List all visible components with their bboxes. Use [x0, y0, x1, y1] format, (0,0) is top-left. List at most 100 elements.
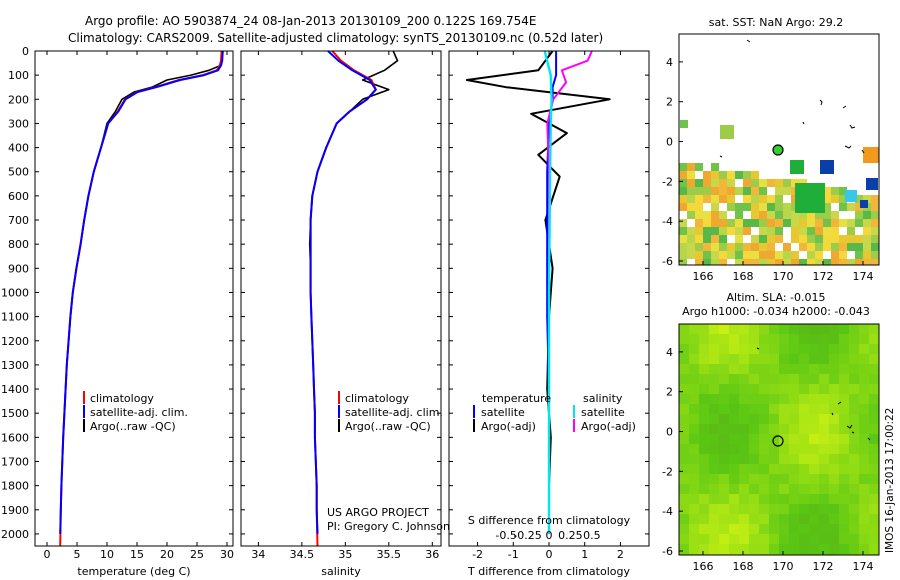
sla-cell — [789, 394, 799, 404]
sla-cell — [759, 484, 769, 494]
salinity-difference-tick-label: 0.5 — [583, 529, 601, 542]
sla-cell — [859, 354, 869, 364]
sla-cell — [739, 374, 749, 384]
temperature-tick-label: 5 — [74, 548, 81, 561]
sla-cell — [729, 344, 739, 354]
sla-cell — [839, 364, 849, 374]
sla-cell — [719, 514, 729, 524]
sst-ytick-label: 4 — [666, 56, 673, 69]
sst-cell — [839, 259, 847, 265]
sst-cell — [711, 163, 719, 171]
legend-climatology: climatology — [345, 392, 409, 405]
sst-cell — [791, 251, 799, 259]
sst-cell — [807, 211, 815, 219]
sst-cell — [719, 187, 727, 195]
sla-cell — [829, 474, 839, 484]
sla-cell — [869, 494, 879, 504]
sla-cell — [719, 324, 729, 334]
sla-cell — [739, 354, 749, 364]
sla-cell — [729, 454, 739, 464]
depth-axis: 0 100 200 300 400 500 600 700 800 900 1000 1100 1200… — [1, 45, 649, 541]
sst-cell — [775, 251, 783, 259]
sla-cell — [829, 454, 839, 464]
sla-cell — [689, 364, 699, 374]
sla-cell — [759, 424, 769, 434]
sla-cell — [849, 394, 859, 404]
sla-cell — [819, 424, 829, 434]
sst-cell — [719, 219, 727, 227]
sst-cell — [711, 251, 719, 259]
sst-cell — [863, 235, 871, 243]
sla-cell — [699, 464, 709, 474]
sla-cell — [819, 514, 829, 524]
sst-cell — [759, 179, 767, 187]
sla-cell — [759, 374, 769, 384]
sla-cell — [809, 394, 819, 404]
sla-cell — [679, 514, 689, 524]
sla-cell — [809, 324, 819, 334]
sla-cell — [789, 534, 799, 544]
sst-cell — [855, 195, 863, 203]
sla-cell — [739, 504, 749, 514]
sla-cell — [849, 414, 859, 424]
sst-cell — [783, 219, 791, 227]
salinity-tick-label: 35.5 — [377, 548, 402, 561]
sla-cell — [849, 424, 859, 434]
sla-cell — [709, 484, 719, 494]
sla-cell — [679, 344, 689, 354]
sla-cell — [699, 524, 709, 534]
sla-cell — [679, 414, 689, 424]
sla-cell — [749, 474, 759, 484]
sla-cell — [759, 434, 769, 444]
sla-cell — [849, 504, 859, 514]
sla-cell — [729, 364, 739, 374]
sla-cell — [779, 444, 789, 454]
sla-cell — [709, 414, 719, 424]
sst-cell — [807, 259, 815, 265]
sla-cell — [729, 464, 739, 474]
sst-cell — [855, 243, 863, 251]
sla-cell — [779, 344, 789, 354]
sla-cell — [759, 384, 769, 394]
sst-ytick-label: -4 — [662, 215, 673, 228]
sst-cell — [839, 187, 847, 195]
depth-tick-label: 1500 — [1, 407, 29, 420]
sla-cell — [799, 414, 809, 424]
sla-cell — [809, 334, 819, 344]
sla-cell — [699, 414, 709, 424]
sla-xtick-label: 172 — [813, 560, 834, 573]
sla-cell — [859, 414, 869, 424]
sla-cell — [739, 424, 749, 434]
sla-cell — [699, 484, 709, 494]
sla-cell — [769, 534, 779, 544]
sst-cell — [871, 235, 879, 243]
depth-tick-label: 700 — [8, 214, 29, 227]
sla-cell — [849, 404, 859, 414]
sla-cell — [769, 384, 779, 394]
sst-cell — [751, 251, 759, 259]
sla-cell — [739, 414, 749, 424]
sla-cell — [689, 404, 699, 414]
sla-cell — [849, 344, 859, 354]
sst-cell — [687, 195, 695, 203]
sst-cell — [735, 243, 743, 251]
sla-cell — [769, 474, 779, 484]
sst-cell — [799, 227, 807, 235]
sst-cell — [751, 219, 759, 227]
sla-cell — [689, 514, 699, 524]
sst-cell — [863, 211, 871, 219]
sst-cell — [855, 235, 863, 243]
sla-cell — [759, 334, 769, 344]
sla-cell — [739, 404, 749, 414]
sla-cell — [689, 344, 699, 354]
temperature-tick-label: 30 — [220, 548, 234, 561]
sst-cell — [679, 203, 687, 211]
sst-cell — [767, 211, 775, 219]
sst-cell — [783, 211, 791, 219]
sla-cell — [759, 514, 769, 524]
sla-cell — [799, 474, 809, 484]
sla-cell — [689, 414, 699, 424]
sst-cell — [687, 211, 695, 219]
sst-cell — [751, 259, 759, 265]
salinity-difference-tick-label: 0 — [546, 529, 553, 542]
